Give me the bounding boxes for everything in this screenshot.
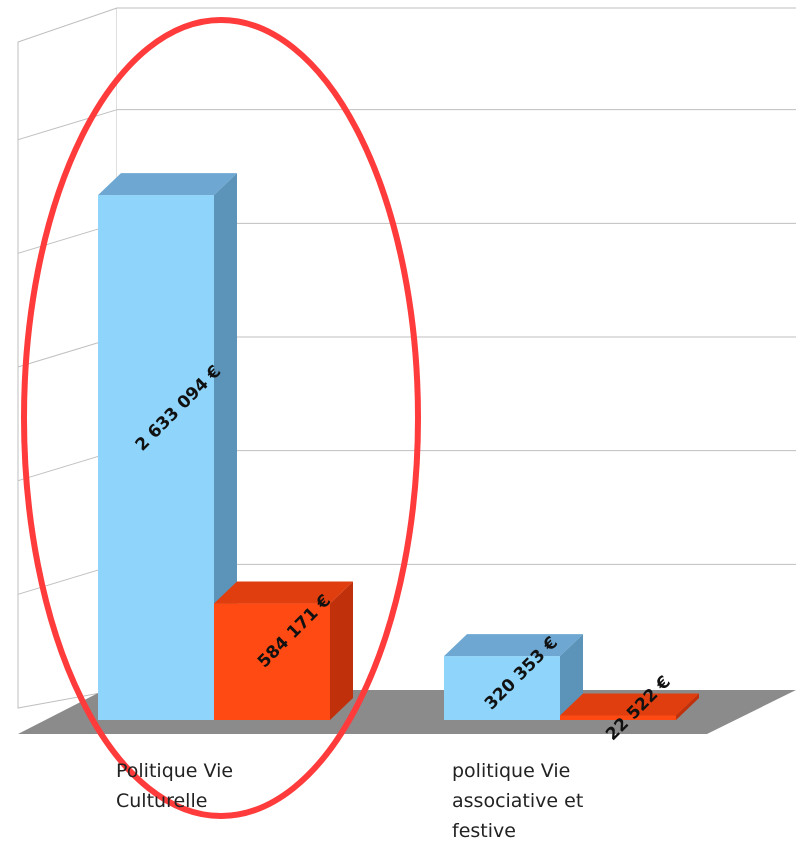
category-label-line: festive bbox=[452, 820, 516, 842]
category-label-line: associative et bbox=[452, 790, 584, 812]
category-label-line: Culturelle bbox=[116, 790, 208, 812]
category-label-vie-associative: politique Vie associative et festive bbox=[452, 756, 672, 846]
chart-bars bbox=[98, 173, 699, 720]
bar-0-1-top bbox=[214, 581, 353, 604]
category-label-line: politique Vie bbox=[452, 760, 571, 782]
highlight-ellipse bbox=[21, 17, 421, 819]
category-label-line: Politique Vie bbox=[116, 760, 234, 782]
bar-0-0-side bbox=[214, 173, 237, 720]
gridline-side bbox=[17, 109, 118, 141]
bar-0-0-front bbox=[98, 195, 214, 720]
bar-1-1-side bbox=[676, 693, 699, 720]
bar-0-1-front bbox=[214, 603, 330, 720]
bar-1-0-front bbox=[444, 656, 560, 720]
bar-1-0-top bbox=[444, 634, 583, 657]
bar-1-0-side bbox=[560, 634, 583, 720]
bar-1-1-front bbox=[560, 715, 676, 720]
bar-0-1-side bbox=[330, 581, 353, 720]
bar-0-0-top bbox=[98, 173, 237, 196]
annotation-layer bbox=[21, 17, 421, 819]
bar-1-1-top bbox=[560, 693, 699, 716]
category-label-politique-vie-culturelle: Politique Vie Culturelle bbox=[116, 756, 316, 816]
